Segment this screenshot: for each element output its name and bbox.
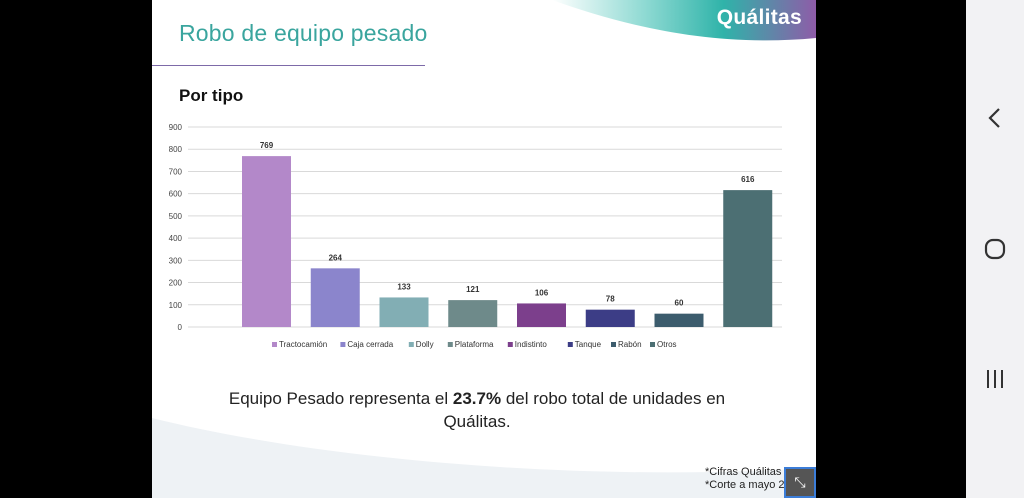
data-label: 60 [675, 299, 684, 308]
data-label: 78 [606, 295, 615, 304]
qualitas-logo: Quálitas [716, 6, 802, 29]
title-divider [152, 65, 425, 66]
y-tick-label: 300 [169, 256, 183, 265]
y-tick-label: 500 [169, 212, 183, 221]
bar [723, 190, 773, 327]
legend-entry: Dolly [416, 340, 434, 349]
legend-entry: Caja cerrada [347, 340, 393, 349]
data-label: 106 [535, 288, 549, 297]
legend-swatch [340, 342, 346, 347]
bar [517, 303, 566, 327]
right-letterbox [816, 0, 966, 498]
chart-subtitle: Por tipo [179, 86, 244, 105]
data-label: 133 [397, 282, 411, 291]
y-tick-label: 200 [169, 279, 183, 288]
exit-fullscreen-button[interactable]: ⤡ [784, 467, 816, 498]
bar-chart: 0 100 200 300 400 500 600 700 800 900 769 264 133 121… [169, 123, 782, 349]
recents-button[interactable] [966, 367, 1024, 396]
bottom-wave [152, 418, 816, 498]
legend-entry: Indistinto [515, 340, 548, 349]
bar [448, 300, 498, 327]
bar [242, 156, 291, 327]
legend-swatch [611, 342, 616, 347]
three-bars-icon [987, 370, 1003, 388]
caption-percentage: 23.7% [452, 389, 502, 408]
y-tick-label: 600 [169, 190, 183, 199]
home-button[interactable] [966, 237, 1024, 266]
caption-text-post: del robo total de unidades en Quálitas. [443, 389, 726, 431]
legend-swatch [272, 342, 277, 347]
caption-text-pre: Equipo Pesado representa el [228, 389, 453, 408]
legend-entry: Tanque [575, 340, 602, 349]
legend-entry: Plataforma [455, 340, 494, 349]
slide-title: Robo de equipo pesado [179, 20, 428, 46]
y-tick-label: 700 [169, 167, 183, 176]
circle-home-icon [984, 238, 1006, 260]
collapse-arrows-icon: ⤡ [794, 474, 806, 490]
legend-entry: Otros [657, 340, 677, 349]
data-label: 121 [466, 285, 480, 294]
bar [654, 313, 704, 327]
legend-entry: Rabón [618, 340, 642, 349]
y-tick-label: 900 [169, 123, 183, 132]
y-tick-label: 400 [169, 234, 183, 243]
legend-swatch [447, 342, 453, 347]
data-label: 264 [329, 253, 343, 262]
chevron-left-icon [988, 108, 1000, 128]
back-button[interactable] [966, 106, 1024, 135]
left-letterbox [0, 0, 152, 498]
data-label: 769 [260, 141, 274, 150]
summary-caption: Equipo Pesado representa el 23.7% del ro… [212, 387, 742, 433]
footnote: *Cifras Quálitas *Corte a mayo 2020 [705, 466, 803, 492]
bar [379, 297, 429, 327]
legend-swatch [507, 342, 513, 347]
footnote-date: *Corte a mayo 2020 [705, 479, 803, 491]
bar [310, 268, 360, 327]
presentation-slide: Quálitas Robo de equipo pesado Por tipo … [152, 0, 816, 498]
y-tick-label: 0 [178, 323, 183, 332]
legend-swatch [650, 342, 655, 347]
y-tick-label: 800 [169, 145, 183, 154]
legend-swatch [408, 342, 414, 347]
y-tick-label: 100 [169, 301, 183, 310]
data-label: 616 [741, 175, 755, 184]
android-navigation-bar [966, 0, 1024, 498]
legend-swatch [567, 342, 573, 347]
footnote-source: *Cifras Quálitas [705, 466, 782, 478]
header-swoosh [552, 0, 816, 41]
legend-entry: Tractocamión [279, 340, 327, 349]
bar [585, 309, 635, 327]
